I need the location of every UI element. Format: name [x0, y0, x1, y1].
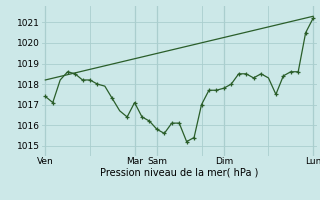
- X-axis label: Pression niveau de la mer( hPa ): Pression niveau de la mer( hPa ): [100, 168, 258, 178]
